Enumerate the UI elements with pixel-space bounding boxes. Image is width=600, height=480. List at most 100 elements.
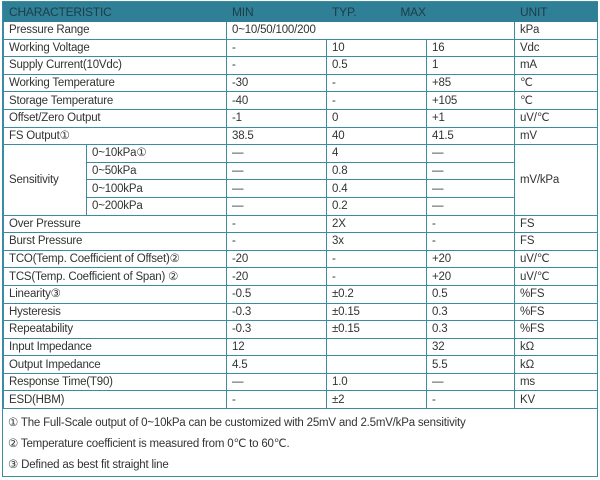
row-max: — (426, 372, 516, 392)
footnote: ① The Full-Scale output of 0~10kPa can b… (8, 417, 466, 430)
row-label: Repeatability (2, 320, 228, 339)
header-characteristic: CHARACTERISTIC (2, 2, 228, 22)
table-row: Working Temperature -30- +85 ℃ (2, 73, 599, 93)
sensitivity-row: 0~200kPa —0.2— (4, 196, 598, 216)
table-row: Over Pressure -2X - FS (2, 214, 599, 234)
row-label: FS Output① (2, 126, 228, 146)
row-max: - (426, 214, 516, 234)
row-max: +1 (426, 108, 516, 128)
row-unit: FS (514, 232, 599, 251)
row-unit: kΩ (514, 355, 599, 374)
row-label: Linearity③ (2, 284, 228, 304)
sensitivity-range: 0~200kPa (85, 196, 228, 216)
table-row: Pressure Range 0~10/50/100/200 kPa (2, 21, 599, 40)
table-row: Response Time(T90) —1.0 — ms (2, 372, 599, 392)
row-typ: - (326, 91, 428, 110)
row-unit: kΩ (514, 337, 599, 357)
row-typ: 0 (326, 108, 428, 128)
row-typ: ±2 (326, 390, 428, 410)
row-max: +20 (426, 249, 516, 269)
header-typ-max: TYP. MAX (326, 2, 516, 22)
header-max: MAX (400, 5, 426, 19)
row-label: TCO(Temp. Coefficient of Offset)② (2, 249, 228, 269)
row-min: — (226, 161, 328, 181)
row-typ: ±0.2 (326, 284, 428, 304)
row-typ: ±0.15 (326, 302, 428, 322)
row-typ: 0.2 (326, 196, 428, 216)
row-unit: FS (514, 214, 599, 234)
row-typ (326, 337, 428, 357)
row-typ: 1.0 (326, 372, 428, 392)
row-max: +105 (426, 91, 516, 110)
row-min: -30 (226, 73, 328, 93)
row-max: 5.5 (426, 355, 516, 374)
table-row: Working Voltage -10 16 Vdc (2, 38, 599, 58)
table-row: Storage Temperature -40- +105 ℃ (2, 91, 599, 110)
row-max: 0.3 (426, 320, 516, 339)
table-row: Hysteresis -0.3 ±0.15 0.3 %FS (2, 302, 599, 322)
row-label: Working Temperature (2, 73, 228, 93)
table-row: TCO(Temp. Coefficient of Offset)② -20- +20… (2, 249, 599, 269)
row-max: 0.5 (426, 284, 516, 304)
footnote: ③ Defined as best fit straight line (8, 459, 169, 472)
table-row: Linearity③ -0.5 ±0.2 0.5 %FS (2, 284, 599, 304)
row-max: +20 (426, 267, 516, 286)
row-label: Output Impedance (2, 355, 228, 374)
row-label: Hysteresis (2, 302, 228, 322)
row-min: - (226, 56, 328, 75)
row-label: Input Impedance (2, 337, 228, 357)
row-min: -40 (226, 91, 328, 110)
sensitivity-range: 0~10kPa① (85, 144, 228, 163)
row-max: - (426, 390, 516, 410)
sensitivity-range: 0~50kPa (85, 161, 228, 181)
footnotes: ① The Full-Scale output of 0~10kPa can b… (3, 409, 597, 480)
row-min: — (226, 372, 328, 392)
row-unit: ℃ (514, 91, 599, 110)
row-label: Working Voltage (2, 38, 228, 58)
row-typ: 10 (326, 38, 428, 58)
row-unit: uV/℃ (514, 108, 599, 128)
row-unit: mV (514, 126, 599, 146)
row-label: Over Pressure (2, 214, 228, 234)
row-max: — (426, 161, 516, 181)
spec-table: CHARACTERISTIC MIN TYP. MAX UNIT Pressure… (2, 2, 599, 410)
row-typ: 0.5 (326, 56, 428, 75)
row-min: - (226, 232, 328, 251)
table-row: Burst Pressure -3x - FS (2, 232, 599, 251)
row-max: - (426, 232, 516, 251)
row-typ: 3x (326, 232, 428, 251)
row-typ: - (326, 249, 428, 269)
table-row: FS Output① 38.5 40 41.5 mV (2, 126, 599, 146)
row-typ: 40 (326, 126, 428, 146)
row-label: Supply Current(10Vdc) (2, 56, 228, 75)
row-label: Burst Pressure (2, 232, 228, 251)
row-max: 16 (426, 38, 516, 58)
table-row: Input Impedance 12 32 kΩ (2, 337, 599, 357)
row-typ: ±0.15 (326, 320, 428, 339)
row-min: - (226, 214, 328, 234)
row-min: -0.3 (226, 320, 328, 339)
row-value: 0~10/50/100/200 (226, 21, 516, 40)
row-label: Pressure Range (2, 21, 228, 40)
row-min: -1 (226, 108, 328, 128)
row-min: -20 (226, 249, 328, 269)
sensitivity-row: 0~100kPa —0.4— (4, 179, 598, 198)
row-unit: ℃ (514, 73, 599, 93)
row-min: - (226, 38, 328, 58)
header-unit: UNIT (514, 2, 599, 22)
sensitivity-range: 0~100kPa (85, 179, 228, 198)
row-min: 4.5 (226, 355, 328, 374)
row-min: 12 (226, 337, 328, 357)
row-min: — (226, 196, 328, 216)
row-unit: mA (514, 56, 599, 75)
row-label: Response Time(T90) (2, 372, 228, 392)
sensitivity-row: Sensitivity 0~10kPa① —4— mV/kPa (3, 144, 599, 216)
row-max: — (426, 179, 516, 198)
row-typ: 0.8 (326, 161, 428, 181)
header-min: MIN (226, 2, 328, 22)
table-row: ESD(HBM) - ±2- KV (2, 390, 599, 410)
table-row: Output Impedance 4.5 5.5 kΩ (2, 355, 599, 374)
row-unit: %FS (514, 284, 599, 304)
row-min: -20 (226, 267, 328, 286)
